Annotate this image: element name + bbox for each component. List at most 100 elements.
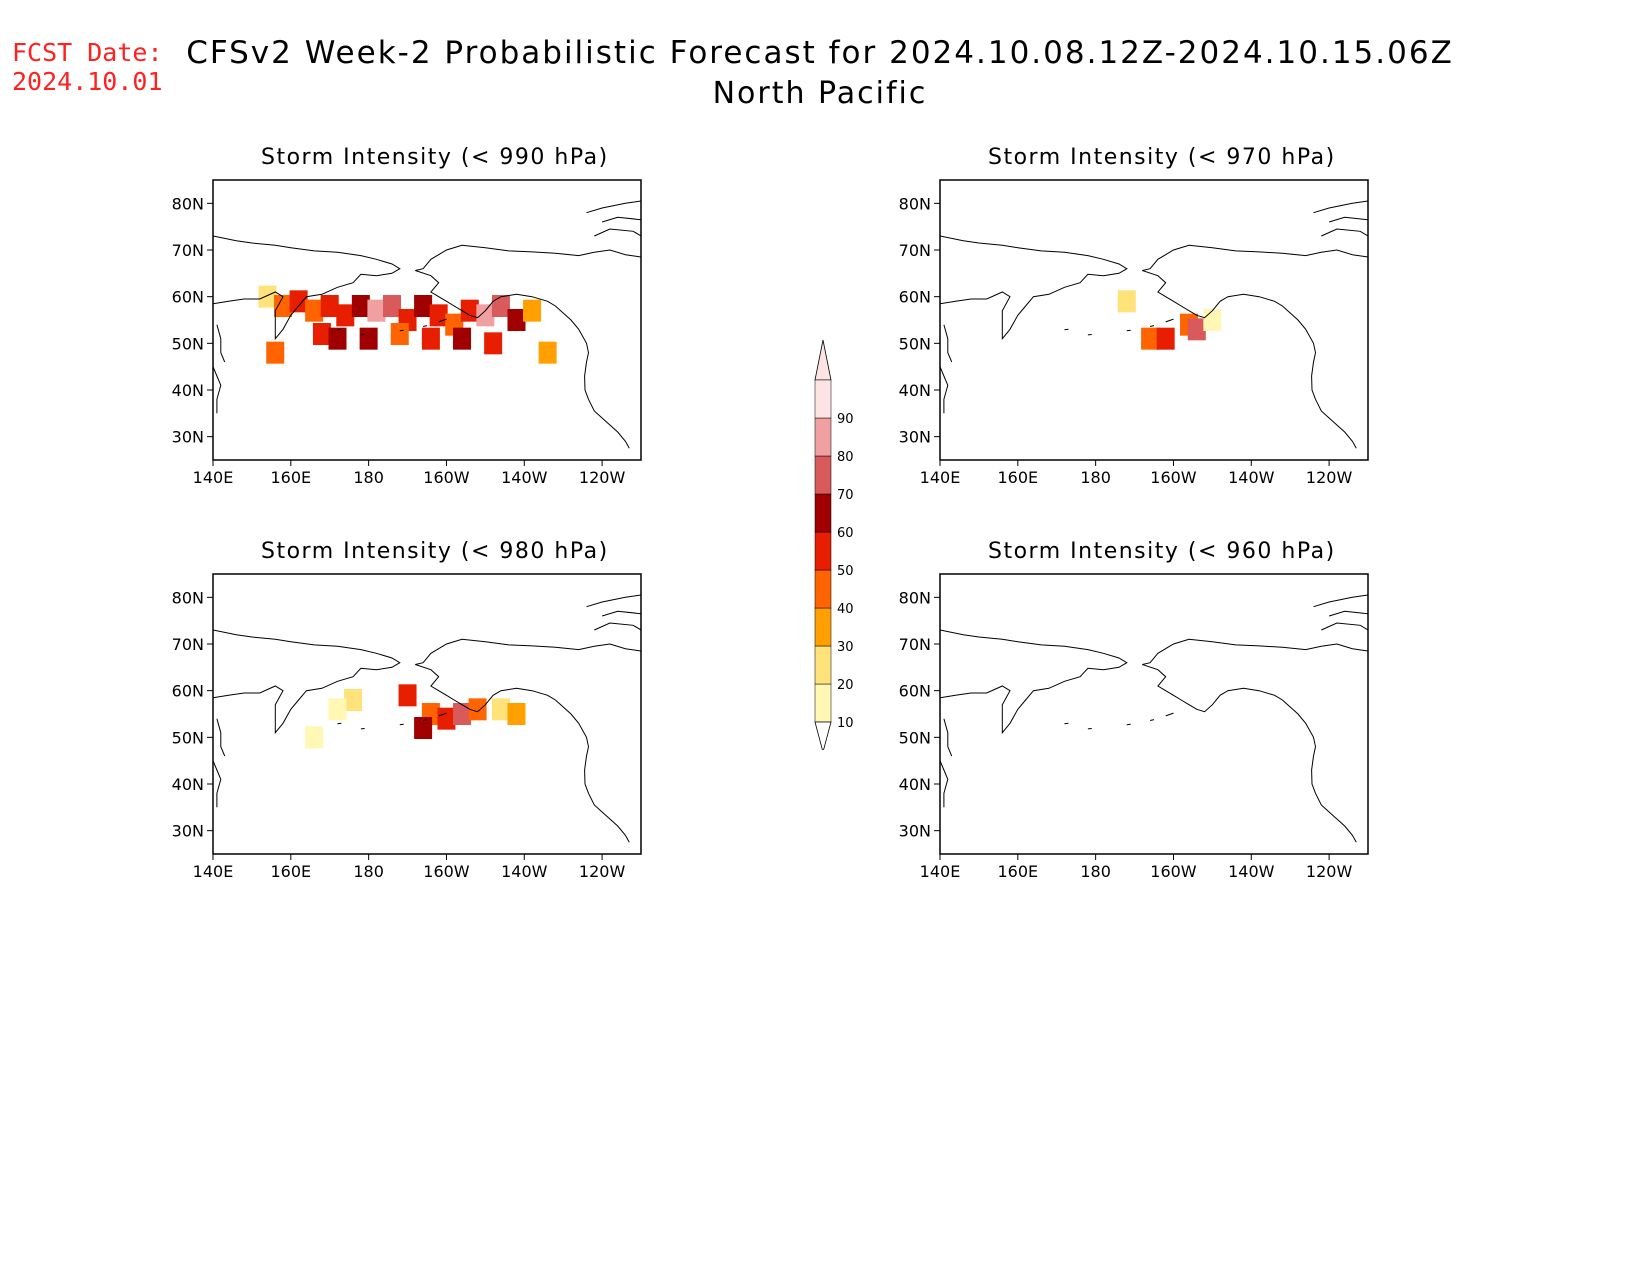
lon-tick-label: 160W [423, 468, 470, 487]
coastline [943, 324, 953, 363]
lat-tick-label: 60N [899, 682, 931, 701]
coastline [213, 629, 401, 735]
colorbar-cap-top [814, 339, 832, 381]
colorbar-swatch [814, 683, 832, 723]
lon-tick-label: 160E [270, 862, 311, 881]
prob-cell [328, 698, 347, 721]
colorbar-swatch [814, 455, 832, 495]
lat-tick-label: 70N [899, 241, 931, 260]
coastline [337, 328, 342, 331]
prob-cell [289, 290, 308, 313]
lat-tick-label: 50N [172, 728, 204, 747]
panel-960: Storm Intensity (< 960 hPa) 80N 70N 60N 50N… [897, 539, 1457, 919]
prob-cell [507, 309, 526, 331]
prob-cell [320, 295, 339, 317]
colorbar-level-label: 80 [837, 450, 854, 465]
coastline [216, 718, 226, 757]
lon-tick-label: 120W [1306, 468, 1353, 487]
coastline [415, 638, 641, 665]
colorbar-level-label: 70 [837, 488, 854, 503]
coastline [213, 366, 222, 414]
lat-tick-label: 80N [172, 588, 204, 607]
map-frame [939, 179, 1369, 461]
lon-tick-label: 140W [1228, 862, 1275, 881]
colorbar-level-label: 90 [837, 412, 854, 427]
prob-cell [414, 295, 433, 317]
coastline [1142, 270, 1357, 449]
prob-cell [258, 285, 277, 308]
panel-title-980: Storm Intensity (< 980 hPa) [261, 539, 609, 564]
colorbar-swatch [814, 645, 832, 685]
prob-cell [1203, 309, 1222, 331]
map-990: 80N 70N 60N 50N 40N 30N 140E 160E 180 160W 140W 120… [172, 179, 642, 487]
colorbar-level-label: 60 [837, 526, 854, 541]
coastline [337, 722, 342, 725]
prob-cell [336, 304, 355, 327]
coastline [586, 200, 641, 214]
coastline [594, 228, 641, 237]
colorbar-level-label: 30 [837, 640, 854, 655]
coastlines [213, 594, 641, 843]
lon-tick-label: 160W [423, 862, 470, 881]
coastline [1321, 228, 1368, 237]
lat-tick-label: 60N [172, 288, 204, 307]
lon-tick-label: 160W [1150, 862, 1197, 881]
coastline [1142, 244, 1368, 271]
coastlines [940, 200, 1368, 449]
lat-tick-label: 30N [899, 428, 931, 447]
prob-field [305, 684, 526, 749]
prob-cell [1141, 327, 1160, 350]
lon-tick-label: 120W [1306, 862, 1353, 881]
map-frame [939, 573, 1369, 855]
lon-tick-label: 140E [193, 468, 234, 487]
lat-tick-label: 70N [172, 241, 204, 260]
lon-tick-label: 160E [997, 468, 1038, 487]
prob-cell [305, 726, 324, 749]
lat-tick-label: 50N [172, 334, 204, 353]
colorbar: 10 20 30 40 50 60 70 80 90 [814, 339, 854, 750]
prob-cell [1117, 290, 1136, 313]
lat-tick-label: 30N [172, 428, 204, 447]
coastline [940, 760, 949, 808]
coastline [1313, 594, 1368, 608]
coastline [940, 629, 1128, 735]
lon-tick-label: 160E [997, 862, 1038, 881]
lon-tick-label: 120W [579, 862, 626, 881]
panel-title-990: Storm Intensity (< 990 hPa) [261, 145, 609, 170]
coastline [438, 318, 447, 323]
coastline [422, 719, 428, 721]
lat-tick-label: 70N [899, 635, 931, 654]
lat-tick-label: 50N [899, 728, 931, 747]
coastline [1064, 328, 1069, 331]
coastlines [940, 594, 1368, 843]
colorbar-swatch [814, 569, 832, 609]
colorbar-level-label: 20 [837, 678, 854, 693]
prob-cell [359, 327, 378, 350]
lon-tick-label: 160E [270, 468, 311, 487]
coastline [601, 216, 641, 223]
coastline [1165, 712, 1174, 717]
lon-tick-label: 120W [579, 468, 626, 487]
lat-tick-label: 40N [172, 381, 204, 400]
lat-tick-label: 30N [172, 822, 204, 841]
lon-tick-label: 180 [353, 862, 384, 881]
coastline [1149, 719, 1155, 721]
panel-990: Storm Intensity (< 990 hPa) 80N 70N 60N 50N… [170, 145, 730, 525]
colorbar-cap-bottom [814, 721, 832, 750]
prob-cell [507, 703, 526, 725]
prob-cell [390, 323, 409, 345]
coastline [940, 366, 949, 414]
coastline [1142, 664, 1357, 843]
prob-cell [344, 689, 363, 711]
prob-cell [421, 327, 440, 350]
colorbar-swatch [814, 531, 832, 571]
colorbar-swatch [814, 493, 832, 533]
panel-970: Storm Intensity (< 970 hPa) 80N 70N 60N 50N… [897, 145, 1457, 525]
prob-cell [398, 684, 417, 707]
coastline [216, 324, 226, 363]
lon-tick-label: 180 [1080, 468, 1111, 487]
coastline [1142, 638, 1368, 665]
prob-cell [453, 703, 472, 725]
prob-cell [1156, 327, 1175, 350]
prob-cell [274, 295, 293, 317]
